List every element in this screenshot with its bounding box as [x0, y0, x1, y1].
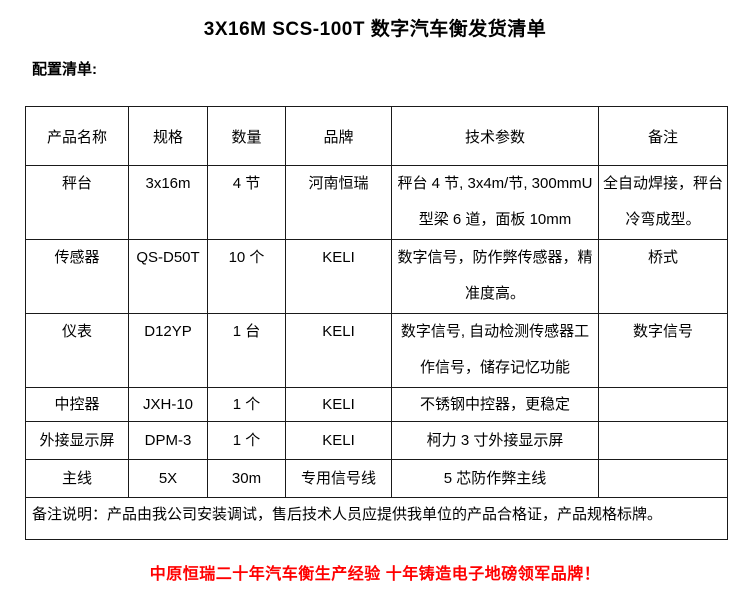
cell-spec: DPM-3 [128, 421, 208, 460]
table-row-controller: 中控器 JXH-10 1 个 KELI 不锈钢中控器，更稳定 [25, 387, 728, 422]
cell-note: 桥式 [598, 239, 728, 314]
cell-brand: 河南恒瑞 [285, 165, 392, 240]
cell-product-name: 外接显示屏 [25, 421, 129, 460]
cell-brand: KELI [285, 387, 392, 422]
cell-spec: D12YP [128, 313, 208, 388]
cell-note [598, 387, 728, 422]
cell-tech-params: 秤台 4 节, 3x4m/节, 300mmU型梁 6 道，面板 10mm [391, 165, 599, 240]
cell-quantity: 30m [207, 459, 286, 498]
column-header-quantity: 数量 [207, 106, 286, 166]
section-label: 配置清单: [32, 61, 97, 78]
column-header-brand: 品牌 [285, 106, 392, 166]
remark-text: 备注说明：产品由我公司安装调试，售后技术人员应提供我单位的产品合格证，产品规格标… [25, 497, 728, 540]
table-header-row: 产品名称 规格 数量 品牌 技术参数 备注 [25, 106, 728, 166]
column-header-note: 备注 [598, 106, 728, 166]
cell-note: 全自动焊接，秤台冷弯成型。 [598, 165, 728, 240]
cell-tech-params: 数字信号, 自动检测传感器工作信号，储存记忆功能 [391, 313, 599, 388]
shipping-list-table: 产品名称 规格 数量 品牌 技术参数 备注 秤台 3x16m 4 节 河南恒瑞 … [25, 106, 728, 540]
column-header-tech-params: 技术参数 [391, 106, 599, 166]
table-row-external-display: 外接显示屏 DPM-3 1 个 KELI 柯力 3 寸外接显示屏 [25, 421, 728, 460]
table-row-sensor: 传感器 QS-D50T 10 个 KELI 数字信号，防作弊传感器，精准度高。 … [25, 239, 728, 314]
cell-product-name: 秤台 [25, 165, 129, 240]
cell-quantity: 1 个 [207, 387, 286, 422]
cell-note [598, 459, 728, 498]
cell-quantity: 4 节 [207, 165, 286, 240]
cell-spec: 5X [128, 459, 208, 498]
cell-tech-params: 柯力 3 寸外接显示屏 [391, 421, 599, 460]
cell-spec: QS-D50T [128, 239, 208, 314]
cell-tech-params: 数字信号，防作弊传感器，精准度高。 [391, 239, 599, 314]
column-header-spec: 规格 [128, 106, 208, 166]
cell-brand: 专用信号线 [285, 459, 392, 498]
cell-spec: 3x16m [128, 165, 208, 240]
table-row-platform: 秤台 3x16m 4 节 河南恒瑞 秤台 4 节, 3x4m/节, 300mmU… [25, 165, 728, 240]
cell-quantity: 1 台 [207, 313, 286, 388]
cell-note: 数字信号 [598, 313, 728, 388]
footer-slogan: 中原恒瑞二十年汽车衡生产经验 十年铸造电子地磅领军品牌！ [149, 566, 601, 583]
cell-tech-params: 不锈钢中控器，更稳定 [391, 387, 599, 422]
cell-note [598, 421, 728, 460]
cell-spec: JXH-10 [128, 387, 208, 422]
table-row-main-cable: 主线 5X 30m 专用信号线 5 芯防作弊主线 [25, 459, 728, 498]
cell-brand: KELI [285, 239, 392, 314]
cell-product-name: 主线 [25, 459, 129, 498]
cell-quantity: 1 个 [207, 421, 286, 460]
cell-quantity: 10 个 [207, 239, 286, 314]
cell-brand: KELI [285, 421, 392, 460]
table-row-indicator: 仪表 D12YP 1 台 KELI 数字信号, 自动检测传感器工作信号，储存记忆… [25, 313, 728, 388]
cell-tech-params: 5 芯防作弊主线 [391, 459, 599, 498]
page-title: 3X16M SCS-100T 数字汽车衡发货清单 [203, 19, 547, 40]
cell-product-name: 仪表 [25, 313, 129, 388]
cell-brand: KELI [285, 313, 392, 388]
cell-product-name: 中控器 [25, 387, 129, 422]
table-remark-row: 备注说明：产品由我公司安装调试，售后技术人员应提供我单位的产品合格证，产品规格标… [25, 497, 728, 540]
cell-product-name: 传感器 [25, 239, 129, 314]
column-header-product-name: 产品名称 [25, 106, 129, 166]
